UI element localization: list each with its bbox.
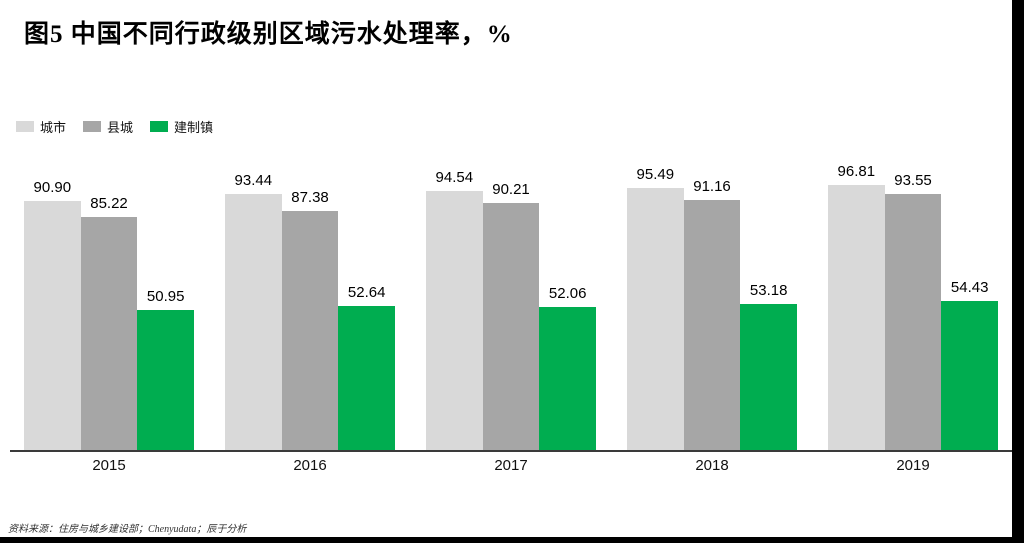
legend-item: 建制镇 <box>150 117 213 136</box>
bar-column: 93.55 <box>884 160 942 450</box>
legend-label: 建制镇 <box>174 119 214 135</box>
page-edge-bottom <box>0 537 1024 543</box>
value-label: 91.16 <box>693 178 731 196</box>
value-label: 93.44 <box>234 172 273 190</box>
value-label: 95.49 <box>636 166 675 184</box>
page-edge-right <box>1012 0 1024 543</box>
value-label: 90.90 <box>33 179 72 197</box>
x-axis-label: 2017 <box>494 457 528 474</box>
bar-column: 94.54 <box>426 160 483 450</box>
legend-swatch <box>83 120 102 132</box>
bar-column: 95.49 <box>627 160 684 450</box>
bar-column: 90.90 <box>24 160 81 450</box>
bar-column: 53.18 <box>740 160 798 450</box>
bar-column: 50.95 <box>137 160 195 450</box>
x-axis-line <box>10 450 1013 452</box>
bar <box>884 193 942 450</box>
value-label: 53.18 <box>749 282 788 300</box>
value-label: 52.64 <box>347 283 386 301</box>
legend-label: 城市 <box>40 119 67 135</box>
bar-column: 52.64 <box>338 160 396 450</box>
value-label: 85.22 <box>90 194 128 212</box>
bar <box>24 201 81 450</box>
bar-column: 87.38 <box>281 160 339 450</box>
x-axis-label: 2018 <box>695 457 729 474</box>
legend-label: 县城 <box>107 119 134 135</box>
legend-item: 县城 <box>83 117 133 136</box>
value-label: 50.95 <box>146 288 185 306</box>
x-axis-labels: 2015 2016 2017 2018 2019 <box>24 457 998 474</box>
legend-swatch <box>16 120 34 132</box>
bar-column: 91.16 <box>683 160 741 450</box>
source-note: 资料来源：住房与城乡建设部；Chenyudata；辰于分析 <box>8 524 247 535</box>
value-label: 87.38 <box>291 188 329 206</box>
bar-group: 90.90 85.22 50.95 <box>24 160 195 450</box>
bar-column: 93.44 <box>225 160 282 450</box>
bar-group: 96.81 93.55 54.43 <box>828 160 999 450</box>
legend: 城市 县城 建制镇 <box>16 117 213 136</box>
bar-column: 90.21 <box>482 160 540 450</box>
value-label: 94.54 <box>435 169 474 187</box>
bar-group: 95.49 91.16 53.18 <box>627 160 798 450</box>
bar <box>225 194 282 450</box>
plot-area: 90.90 85.22 50.95 93.44 87.38 52.64 94.54 90.21… <box>24 160 999 450</box>
bar-column: 52.06 <box>539 160 597 450</box>
value-label: 52.06 <box>548 285 587 303</box>
bar <box>539 307 597 450</box>
legend-item: 城市 <box>16 117 66 136</box>
bar <box>482 202 540 450</box>
bar <box>281 210 339 450</box>
x-axis-label: 2019 <box>896 457 930 474</box>
bar <box>740 304 798 450</box>
bar <box>828 184 885 450</box>
bar-column: 85.22 <box>80 160 138 450</box>
bar <box>137 310 195 450</box>
bar-group: 94.54 90.21 52.06 <box>426 160 597 450</box>
value-label: 54.43 <box>950 278 989 296</box>
value-label: 93.55 <box>894 171 932 189</box>
chart-title: 图5 中国不同行政级别区域污水处理率，% <box>24 21 513 48</box>
legend-swatch <box>150 120 169 132</box>
bar-group: 93.44 87.38 52.64 <box>225 160 396 450</box>
bar-column: 54.43 <box>941 160 999 450</box>
value-label: 96.81 <box>837 162 876 180</box>
bar <box>683 200 741 450</box>
bar <box>426 191 483 450</box>
x-axis-label: 2015 <box>92 457 126 474</box>
value-label: 90.21 <box>492 180 530 198</box>
bar-column: 96.81 <box>828 160 885 450</box>
bar <box>338 305 396 450</box>
x-axis-label: 2016 <box>293 457 327 474</box>
bar <box>80 216 138 450</box>
bar <box>627 188 684 450</box>
bar <box>941 300 999 450</box>
